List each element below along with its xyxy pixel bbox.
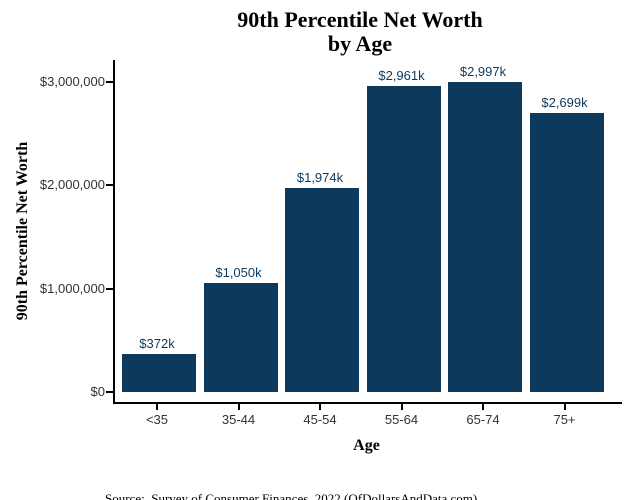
y-tick-label: $0 — [90, 384, 105, 399]
bar-<35 — [122, 353, 196, 392]
y-tick-mark — [106, 287, 113, 290]
bar-75+ — [529, 112, 604, 392]
x-tick-label: 35-44 — [221, 412, 256, 427]
x-tick-mark — [237, 404, 240, 410]
x-tick-label: 55-64 — [384, 412, 419, 427]
bar-45-54 — [285, 187, 359, 392]
x-tick-mark — [400, 404, 403, 410]
bar-value-label: $2,699k — [541, 94, 588, 110]
y-axis-title: 90th Percentile Net Worth — [6, 60, 40, 402]
bar-value-label: $2,997k — [459, 64, 507, 80]
chart-title-line-2: by Age — [327, 31, 393, 56]
x-tick-mark — [156, 404, 158, 410]
y-tick-label: $1,000,000 — [39, 280, 105, 296]
y-tick-mark — [106, 391, 113, 393]
x-tick-mark — [563, 404, 566, 410]
chart-title: 90th Percentile Net Worth by Age — [90, 8, 625, 56]
x-tick-label: <35 — [145, 412, 169, 427]
x-axis-title: Age — [353, 437, 380, 454]
x-tick-mark — [482, 404, 484, 410]
bar-55-64 — [366, 85, 441, 392]
y-tick-label: $2,000,000 — [39, 177, 105, 193]
x-tick-label: 75+ — [553, 412, 576, 427]
bar-65-74 — [448, 82, 522, 392]
x-tick-label: 45-54 — [303, 412, 337, 427]
caption-source-line: Source: Survey of Consumer Finances, 202… — [105, 491, 478, 500]
bar-35-44 — [203, 283, 278, 392]
bar-value-label: $1,974k — [296, 169, 344, 185]
caption: Source: Survey of Consumer Finances, 202… — [105, 461, 605, 500]
x-tick-mark — [319, 404, 321, 410]
plot-panel — [113, 60, 622, 404]
y-tick-label: $3,000,000 — [39, 73, 105, 89]
bar-value-label: $1,050k — [215, 265, 262, 281]
bar-value-label: $2,961k — [378, 67, 425, 83]
y-tick-mark — [106, 184, 113, 187]
x-tick-label: 65-74 — [466, 412, 500, 427]
chart-title-line-1: 90th Percentile Net Worth — [237, 7, 483, 32]
y-tick-mark — [106, 80, 113, 83]
bar-value-label: $372k — [139, 335, 175, 351]
